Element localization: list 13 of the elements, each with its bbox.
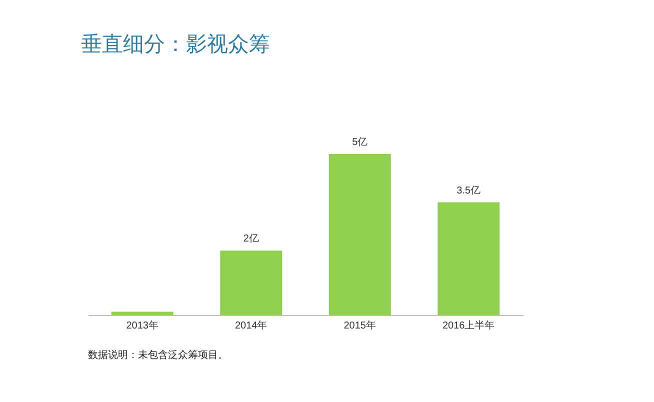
data-label: 2亿 [243, 234, 259, 245]
x-tick-label: 2013年 [126, 320, 158, 332]
data-label: 3.5亿 [456, 185, 481, 196]
data-label: 5亿 [352, 137, 368, 148]
bar [438, 202, 500, 315]
bar [328, 154, 391, 315]
text: 数据说明：未包含泛众筹项目。 [88, 349, 228, 361]
x-tick-label: 2015年 [344, 320, 376, 332]
bar [220, 250, 282, 315]
chart-title: 垂直细分：影视众筹 [81, 32, 270, 56]
x-tick-label: 2016上半年 [442, 320, 495, 332]
x-tick-label: 2014年 [235, 320, 268, 332]
bar [111, 312, 174, 315]
